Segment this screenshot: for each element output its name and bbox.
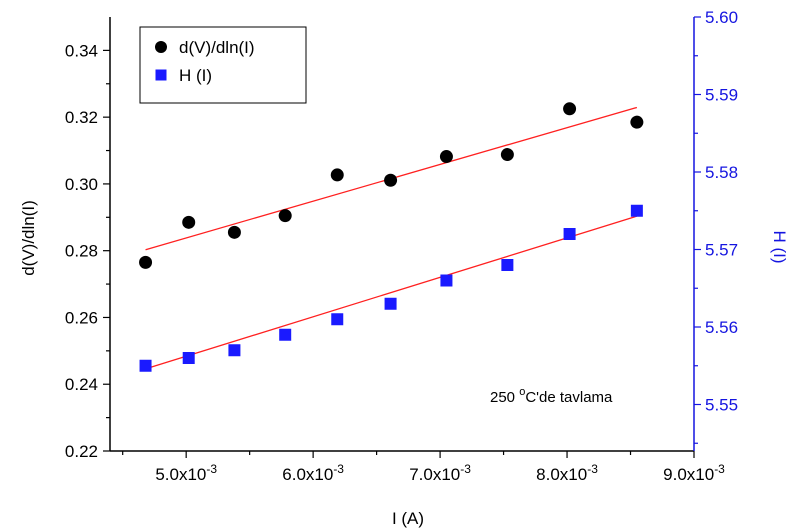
annealing-annotation: 250 oC'de tavlama [490,386,613,406]
legend-marker-circle [155,41,167,53]
x-tick-mantissa: 8.0x10 [536,465,587,484]
legend-marker-square [156,70,167,81]
x-tick-exponent: -3 [333,462,344,476]
y-left-tick-label: 0.24 [65,375,98,394]
data-marks [139,102,643,371]
x-tick-mantissa: 9.0x10 [663,465,714,484]
y-left-tick-label: 0.22 [65,442,98,461]
y-right-tick-label: 5.55 [705,396,738,415]
data-point-dvdlni [501,148,514,161]
legend-label-hi: H (I) [179,66,212,85]
legend: d(V)/dln(I) H (I) [140,27,306,103]
x-tick-label: 6.0x10-3 [282,462,344,484]
data-point-hi [631,205,643,217]
x-tick-label: 5.0x10-3 [155,462,217,484]
data-point-hi [440,275,452,287]
data-point-dvdlni [440,150,453,163]
fit-line-hi [146,216,637,369]
y-left-tick-label: 0.26 [65,308,98,327]
y-left-tick-label: 0.30 [65,175,98,194]
data-point-dvdlni [563,102,576,115]
x-tick-mantissa: 7.0x10 [409,465,460,484]
y-right-tick-label: 5.57 [705,241,738,260]
x-axis-title: I (A) [392,509,424,528]
data-point-dvdlni [630,116,643,129]
x-tick-exponent: -3 [587,462,598,476]
data-point-dvdlni [228,226,241,239]
y-right-tick-label: 5.59 [705,86,738,105]
x-tick-exponent: -3 [714,462,725,476]
annotation-prefix: 250 [490,389,519,406]
data-point-hi [228,344,240,356]
x-tick-exponent: -3 [460,462,471,476]
fit-lines [146,107,637,368]
annotation-suffix: C'de tavlama [525,389,613,406]
data-point-hi [501,259,513,271]
data-point-dvdlni [279,209,292,222]
x-tick-mantissa: 6.0x10 [282,465,333,484]
y-left-tick-label: 0.28 [65,242,98,261]
data-point-dvdlni [139,256,152,269]
x-tick-label: 7.0x10-3 [409,462,471,484]
x-tick-label: 8.0x10-3 [536,462,598,484]
x-tick-exponent: -3 [206,462,217,476]
y-left-tick-label: 0.34 [65,41,98,60]
data-point-hi [140,360,152,372]
y-right-tick-label: 5.58 [705,163,738,182]
y-left-axis-title: d(V)/dln(I) [19,200,38,276]
data-point-hi [279,329,291,341]
data-point-dvdlni [384,174,397,187]
y-right-tick-label: 5.56 [705,318,738,337]
data-point-dvdlni [182,216,195,229]
data-point-hi [331,313,343,325]
x-tick-mantissa: 5.0x10 [155,465,206,484]
data-point-hi [183,352,195,364]
legend-label-dvdlni: d(V)/dln(I) [179,38,255,57]
y-right-tick-label: 5.60 [705,8,738,27]
data-point-hi [385,298,397,310]
data-point-hi [564,228,576,240]
x-tick-label: 9.0x10-3 [663,462,725,484]
data-point-dvdlni [331,168,344,181]
y-left-tick-label: 0.32 [65,108,98,127]
y-right-axis-title: H (I) [770,230,787,263]
